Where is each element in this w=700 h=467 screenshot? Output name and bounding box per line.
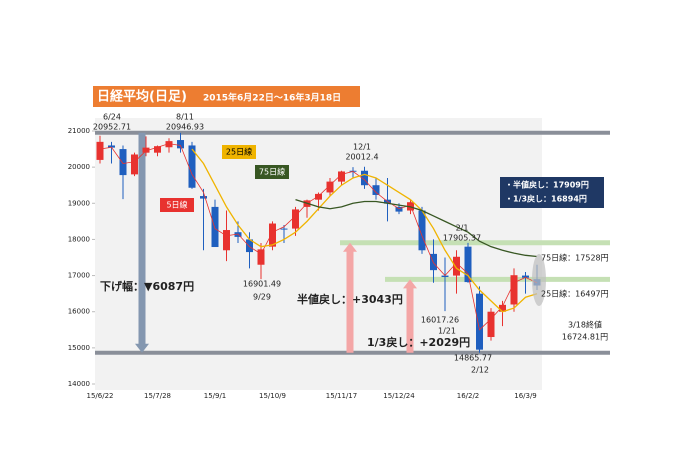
ma-label: 75日線：17528円 [541, 253, 609, 263]
x-tick-label: 16/3/9 [514, 392, 537, 400]
info-box [500, 177, 604, 208]
x-tick-label: 15/7/28 [144, 392, 171, 400]
candle-body [177, 140, 184, 149]
candle-body [487, 311, 495, 338]
close-value: 16724.81円 [562, 333, 608, 342]
arrow-head [343, 242, 357, 252]
candle-body [142, 147, 150, 153]
candle-body [522, 275, 529, 278]
candle-body [464, 246, 472, 283]
decline-label: 下げ幅：▼6087円 [100, 279, 194, 293]
info-text: ・半値戻し：17909円 [505, 180, 589, 190]
trough-date: 1/21 [438, 327, 456, 336]
candle-body [395, 206, 403, 212]
retracement-label: 1/3戻し：+2029円 [367, 335, 470, 349]
peak-value: 20012.4 [345, 153, 378, 162]
ma-label: 25日線：16497円 [541, 289, 609, 299]
peak-date: 6/24 [103, 113, 121, 122]
legend-box [160, 198, 194, 212]
retracement-label: 半値戻し：+3043円 [297, 292, 403, 306]
chart-title: 日経平均(日足) [97, 89, 187, 105]
y-tick-label: 18000 [68, 235, 90, 243]
candle-body [165, 141, 173, 148]
y-tick-label: 17000 [68, 272, 90, 280]
trough-value: 16017.26 [421, 316, 459, 325]
peak-value: 20946.93 [166, 123, 204, 132]
ma-line [99, 143, 538, 331]
chart-subtitle: 2015年6月22日～16年3月18日 [203, 92, 341, 104]
candle-body [257, 249, 265, 265]
ma-line [295, 199, 538, 258]
candle-body [326, 181, 334, 193]
candle-body [119, 149, 127, 176]
candle-body [338, 171, 345, 182]
arrow-head [403, 279, 417, 289]
highlight [532, 254, 546, 306]
close-date: 3/18終値 [568, 320, 602, 330]
arrow-head [135, 343, 149, 353]
candle-body [280, 228, 288, 230]
title-bg [93, 86, 360, 107]
y-tick-label: 19000 [68, 199, 90, 207]
y-tick-label: 20000 [68, 163, 90, 171]
peak-value: 20952.71 [93, 123, 131, 132]
candle-body [154, 146, 161, 153]
legend-label: 75日線 [259, 167, 285, 177]
x-tick-label: 16/2/2 [457, 392, 480, 400]
trough-value: 16901.49 [243, 280, 281, 289]
candle-body [246, 239, 253, 253]
x-tick-label: 15/12/24 [383, 392, 415, 400]
legend-label: 5日線 [166, 200, 187, 210]
candle-body [188, 145, 196, 188]
plot-bg [95, 118, 542, 390]
y-tick-label: 15000 [68, 344, 90, 352]
candle-body [292, 209, 299, 229]
y-tick-label: 14000 [68, 380, 90, 388]
candle-body [499, 304, 506, 312]
x-tick-label: 15/10/9 [259, 392, 286, 400]
trough-date: 2/12 [471, 366, 489, 375]
peak-date: 12/1 [353, 143, 371, 152]
x-tick-label: 15/9/1 [204, 392, 227, 400]
candle-body [361, 170, 368, 186]
ma-line [191, 148, 538, 313]
y-tick-label: 16000 [68, 308, 90, 316]
candle-body [453, 256, 460, 276]
candle-body [200, 196, 207, 199]
candle-body [510, 275, 518, 305]
x-tick-label: 15/11/17 [326, 392, 357, 400]
candle-body [131, 154, 138, 175]
candle-body [211, 206, 219, 248]
candle-body [269, 223, 276, 247]
candle-body [315, 193, 322, 200]
candle-body [476, 293, 483, 350]
y-tick-label: 21000 [68, 127, 90, 135]
trough-date: 9/29 [253, 293, 271, 302]
candle-body [418, 210, 426, 251]
candle-body [223, 230, 230, 251]
candle-body [372, 185, 380, 195]
candle-body [108, 145, 115, 148]
legend-box [255, 165, 289, 179]
peak-date: 2/1 [456, 224, 469, 233]
trough-value: 14865.77 [454, 354, 492, 363]
legend-label: 25日線 [226, 147, 252, 157]
legend-box [222, 145, 256, 159]
candle-body [96, 141, 104, 160]
candle-body [441, 275, 449, 278]
peak-date: 8/11 [176, 113, 194, 122]
info-text: ・1/3戻し：16894円 [505, 194, 587, 204]
x-tick-label: 15/6/22 [87, 392, 114, 400]
peak-value: 17905.37 [443, 234, 481, 243]
